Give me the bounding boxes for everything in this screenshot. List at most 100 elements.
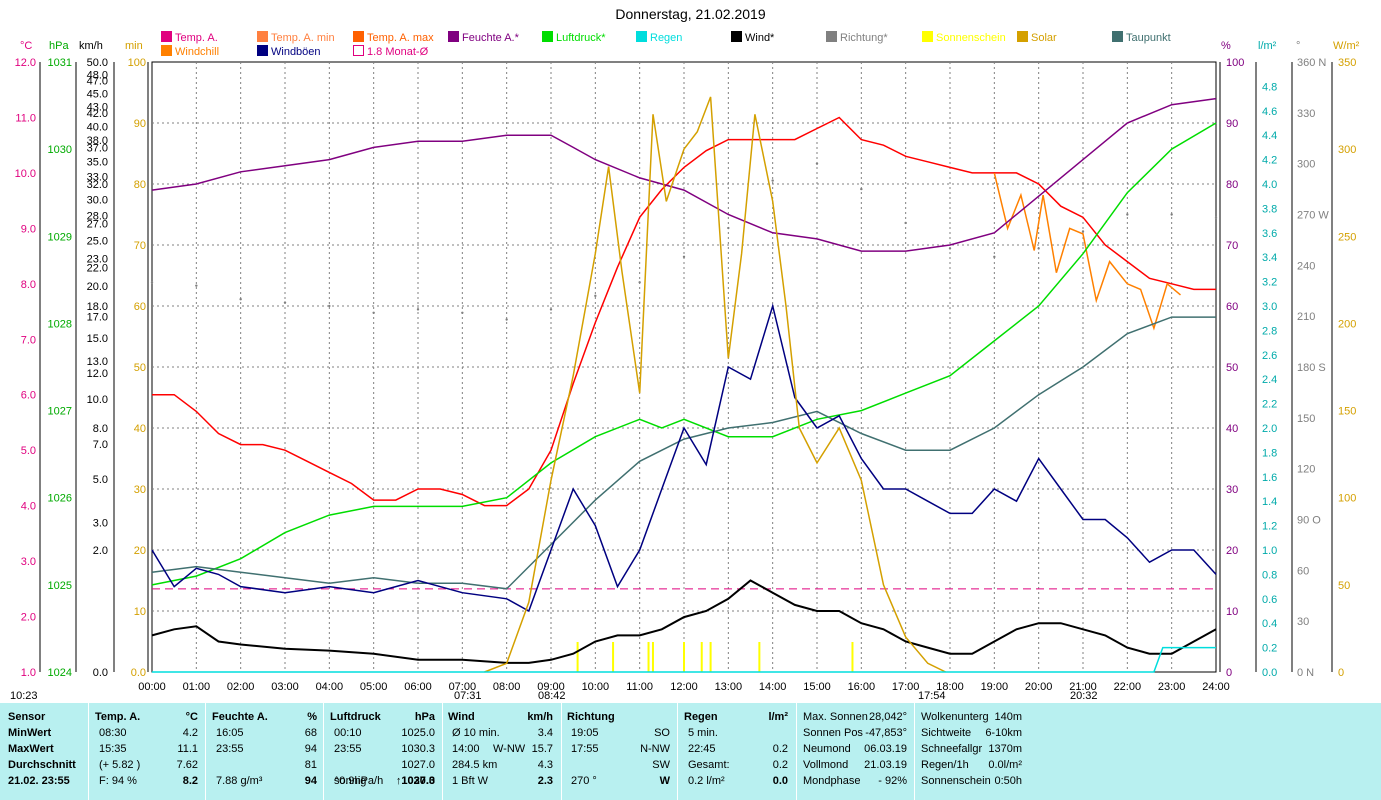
pressure-axis-label: 1026 [48, 493, 72, 505]
humidity-axis-label: 0 [1226, 667, 1232, 679]
x-tick-label: 11:00 [626, 681, 653, 693]
wind-axis-label: 7.0 [93, 439, 108, 451]
astro-value: 21.03.19 [864, 759, 907, 771]
rain-axis-label: 1.6 [1262, 472, 1277, 484]
rain-axis-label: 0.0 [1262, 667, 1277, 679]
misc-label: Wolkenunterg [921, 711, 989, 723]
legend-swatch [161, 31, 172, 42]
rain-axis-label: 4.6 [1262, 106, 1277, 118]
pressure-label: 00:10 [334, 727, 362, 739]
wind-axis-label: 18.0 [87, 301, 108, 313]
astro-value: - 92% [878, 775, 907, 787]
x-tick-label: 16:00 [848, 681, 876, 693]
direction-point [416, 308, 420, 311]
legend-swatch [257, 31, 268, 42]
pressure-header: Luftdruck [330, 711, 381, 723]
stats-row-label: Durchschnitt [8, 759, 76, 771]
series-temp-a [152, 116, 1216, 507]
sunshine-axis-label: 50 [134, 362, 146, 374]
legend-item: Wind* [731, 31, 774, 44]
x-tick-label: 13:00 [715, 681, 743, 693]
x-tick-label: 03:00 [271, 681, 299, 693]
astro-label: Neumond [803, 743, 851, 755]
rain-axis-label: 1.0 [1262, 545, 1277, 557]
temp-axis-label: 8.0 [21, 279, 36, 291]
rain-axis-label: 4.2 [1262, 155, 1277, 167]
legend-item: Luftdruck* [542, 31, 606, 44]
direction-point [904, 221, 907, 225]
solar-axis-label: 250 [1338, 231, 1356, 243]
rain-axis-label: 2.0 [1262, 423, 1277, 435]
rain-value: 0.2 [772, 759, 788, 771]
wind-axis-label: 50.0 [87, 57, 108, 69]
legend-label: Regen [650, 32, 683, 44]
unit-kmh: km/h [79, 40, 103, 52]
humidity-axis-label: 30 [1226, 484, 1238, 496]
wind-axis-label: 48.0 [87, 69, 108, 81]
wind-axis-label: 32.0 [87, 179, 108, 191]
direction-point [727, 226, 730, 230]
misc-value: 0.0l/m² [988, 759, 1022, 771]
direction-axis-label: 240 [1297, 260, 1315, 272]
wind-axis-label: 15.0 [87, 333, 108, 345]
legend-swatch [1017, 31, 1028, 42]
astro-value: -47,853° [865, 727, 907, 739]
wind-label: 284.5 km [452, 759, 498, 771]
pressure-axis-label: 1028 [48, 318, 72, 330]
x-tick-label: 02:00 [227, 681, 255, 693]
rain-value: 0.0 [772, 775, 788, 787]
humidity-value: 94 [304, 775, 317, 787]
temp-axis-label: 12.0 [15, 57, 36, 69]
misc-value: 1370m [988, 743, 1022, 755]
legend-item: 1.8 Monat-Ø [353, 45, 428, 58]
sunshine-bar [651, 642, 654, 672]
pressure-value: 1027.0 [401, 775, 435, 787]
series-wind [151, 579, 1217, 664]
x-tick-label: 20:00 [1025, 681, 1053, 693]
sunshine-axis-label: 90 [134, 118, 146, 130]
sunshine-bar [758, 642, 761, 672]
x-tick-label: 19:00 [981, 681, 1009, 693]
wind-axis-label: 25.0 [87, 236, 108, 248]
sunrise-marker: 07:31 [454, 690, 482, 702]
series-regen [152, 646, 1216, 673]
legend-swatch [1112, 31, 1123, 42]
pressure-current-label: sonnig [334, 775, 367, 787]
direction-point [594, 294, 597, 298]
sunshine-axis-label: 60 [134, 301, 146, 313]
rain-axis-label: 4.4 [1262, 130, 1277, 142]
sunshine-axis-label: 30 [134, 484, 146, 496]
pressure-axis-label: 1024 [48, 667, 72, 679]
legend-label: Temp. A. max [367, 32, 434, 44]
pressure-label: 23:55 [334, 743, 362, 755]
x-tick-label: 06:00 [404, 681, 432, 693]
solar-axis-label: 350 [1338, 57, 1356, 69]
wind-axis-label: 20.0 [87, 281, 108, 293]
direction-value: N-NW [640, 743, 670, 755]
legend-item: Temp. A. max [353, 31, 434, 44]
stats-row-label: Sensor [8, 711, 46, 723]
wind-value: 2.3 [537, 775, 553, 787]
wind-axis-label: 2.0 [93, 545, 108, 557]
solar-axis-label: 0 [1338, 667, 1344, 679]
stats-row-label: MinWert [8, 727, 52, 739]
legend-swatch [353, 31, 364, 42]
direction-value: SO [654, 727, 670, 739]
rain-axis-label: 1.2 [1262, 521, 1277, 533]
wind-label: 1 Bft W [452, 775, 489, 787]
legend-label: Windböen [271, 46, 321, 58]
rain-label: 0.2 l/m² [688, 775, 725, 787]
x-tick-label: 24:00 [1202, 681, 1230, 693]
legend-label: Solar [1031, 32, 1057, 44]
wind-axis-label: 8.0 [93, 423, 108, 435]
legend-item: Temp. A. [161, 31, 218, 44]
direction-point [1170, 213, 1173, 216]
pressure-axis-label: 1025 [48, 580, 72, 592]
sunshine-axis-label: 100 [128, 57, 146, 69]
temp-unit: °C [185, 711, 198, 723]
stats-row-label: MaxWert [8, 743, 54, 755]
series-windchill [993, 172, 1181, 331]
humidity-value: 94 [304, 743, 317, 755]
legend-label: Temp. A. min [271, 32, 335, 44]
legend-swatch [636, 31, 647, 42]
